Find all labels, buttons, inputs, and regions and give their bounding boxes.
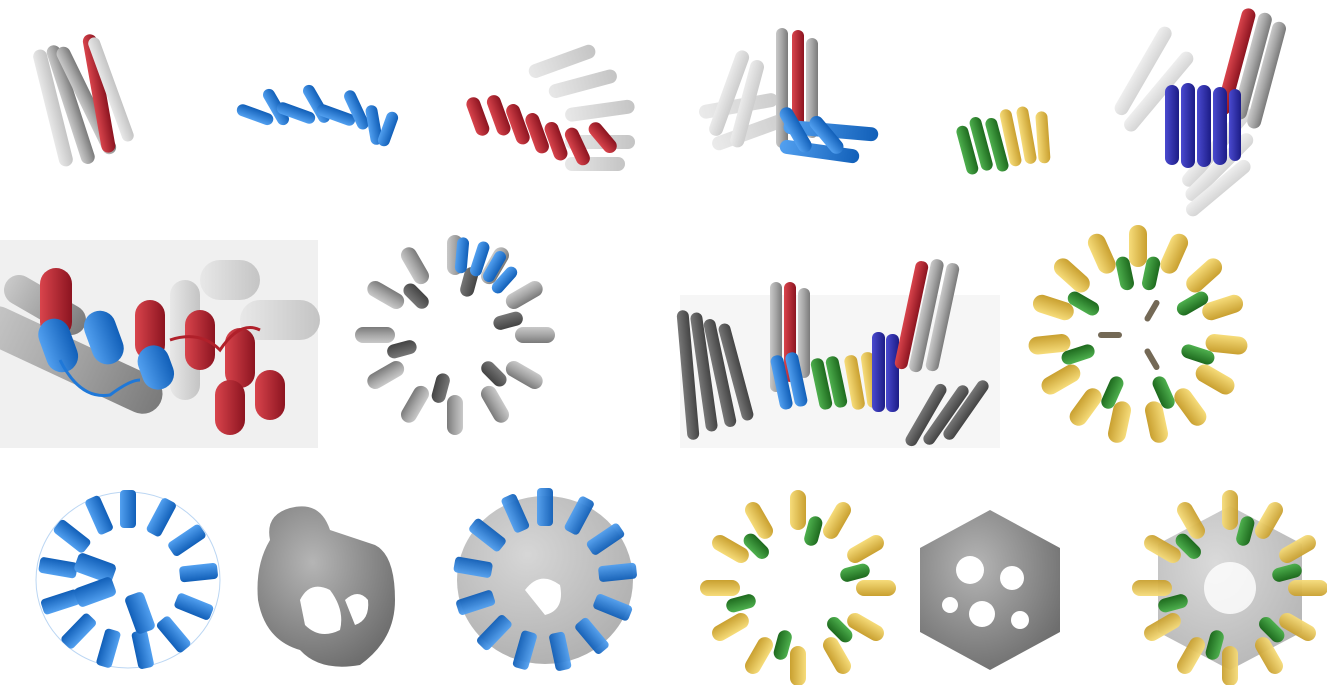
closeup-interface-red-blue: [0, 240, 320, 448]
helix-bundle-gray-red: [33, 34, 134, 167]
ring-assembly-green-yellow: [1028, 225, 1248, 443]
junction-navy-red-gray: [1114, 8, 1286, 217]
cage-model-green-yellow: [700, 490, 896, 685]
junction-multicolor: [676, 259, 1000, 448]
cage-model-blue: [35, 490, 221, 669]
model-in-map-green-yellow: [1132, 490, 1327, 685]
ring-assembly-gray-blue: [355, 235, 555, 435]
density-map-cage-gray: [920, 510, 1060, 670]
helical-repeat-red-gray: [466, 44, 635, 171]
model-in-map-blue: [453, 488, 637, 671]
helix-pair-green-yellow: [956, 106, 1051, 175]
junction-gray-red-blue: [699, 28, 879, 164]
helical-repeat-blue: [236, 84, 399, 147]
density-map-gray: [257, 506, 395, 667]
